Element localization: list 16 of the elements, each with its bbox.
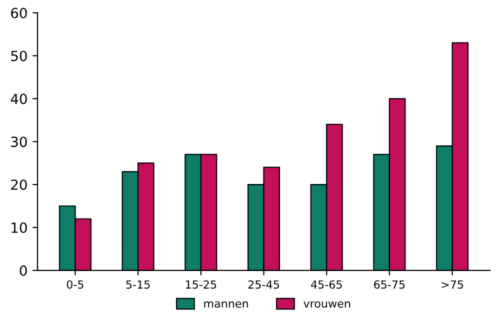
y-tick-label: 40 bbox=[10, 94, 27, 104]
y-tick-label: 30 bbox=[11, 136, 27, 148]
y-tick-label: 20 bbox=[11, 180, 27, 190]
legend-label: vrouwen bbox=[304, 301, 350, 308]
x-tick-label: 65-75 bbox=[374, 280, 405, 289]
legend-label: mannen bbox=[204, 301, 248, 308]
x-tick-label: 25-45 bbox=[248, 280, 279, 289]
x-tick-label: 0-5 bbox=[66, 280, 84, 289]
y-tick-label: 50 bbox=[11, 50, 27, 62]
y-tick-label: 10 bbox=[12, 222, 27, 233]
x-tick-label: 5-15 bbox=[126, 280, 150, 289]
x-tick-label: >75 bbox=[442, 280, 464, 289]
x-tick-label: 45-65 bbox=[310, 280, 342, 289]
x-tick-label: 15-25 bbox=[186, 280, 216, 289]
y-tick-label: 60 bbox=[11, 8, 27, 18]
y-tick-label: 0 bbox=[20, 265, 27, 276]
